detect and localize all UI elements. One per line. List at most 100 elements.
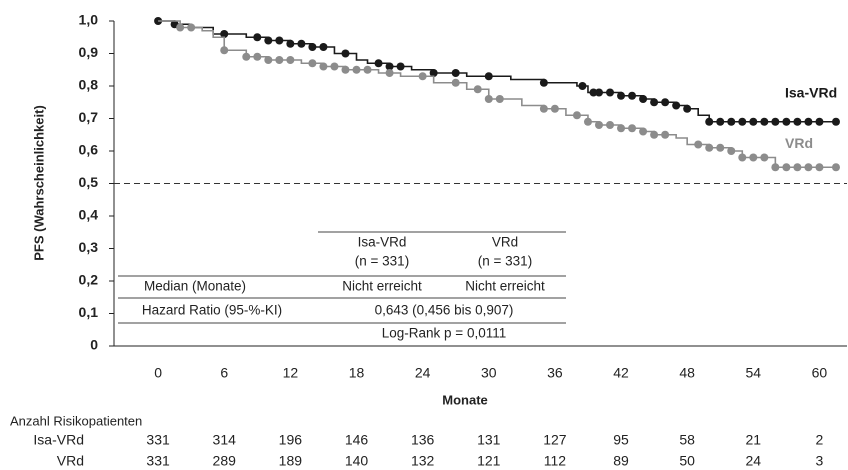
censor-mark [727,147,736,155]
censor-mark [374,59,383,68]
censor-mark [831,117,840,126]
risk-count: 121 [477,453,501,469]
censor-mark [330,62,339,71]
censor-mark [275,56,284,64]
censor-mark [253,33,262,42]
risk-count: 21 [746,432,762,448]
x-tick-label: 60 [812,365,828,381]
censor-mark [495,95,504,103]
censor-mark [716,117,725,126]
risk-count: 140 [345,453,369,469]
censor-mark [396,62,405,71]
censor-mark [286,56,295,64]
censor-mark [639,95,648,103]
censor-mark [484,72,493,81]
table-cell: Log-Rank p = 0,0111 [382,326,506,341]
censor-mark [308,59,317,68]
x-tick-label: 18 [349,365,365,381]
censor-mark [385,62,394,71]
survival-curve [158,20,836,169]
censor-mark [319,62,328,71]
censor-mark [220,30,229,38]
censor-mark [694,140,703,149]
risk-count: 50 [679,453,695,469]
x-axis-title: Monate [442,392,488,407]
risk-count: 131 [477,432,501,448]
x-tick-label: 48 [679,365,695,381]
risk-row-name: Isa-VRd [33,432,84,448]
table-cell: Nicht erreicht [342,279,422,294]
y-tick-label: 0,8 [79,77,99,93]
censor-mark [484,95,493,103]
censor-mark [793,117,802,126]
series-label: Isa-VRd [785,84,837,100]
risk-count: 3 [816,453,824,469]
censor-mark [594,88,603,97]
censor-mark [628,124,637,133]
risk-count: 112 [544,453,567,469]
table-cell: Hazard Ratio (95-%-KI) [142,303,282,318]
stats-table: Isa-VRd (n = 331) VRd (n = 331) Median (… [118,231,566,341]
censor-mark [617,124,626,133]
x-tick-label: 6 [220,365,228,381]
censor-mark [760,153,769,162]
censor-mark [760,117,769,126]
censor-mark [297,39,306,48]
y-tick-label: 0,4 [79,207,99,223]
censor-mark [782,117,791,126]
censor-mark [429,69,438,77]
censor-mark [418,72,427,81]
censor-mark [363,65,372,74]
risk-count: 132 [411,453,435,469]
censor-mark [176,23,185,32]
risk-table-title: Anzahl Risikopatienten [10,413,142,428]
risk-count: 314 [213,432,237,448]
risk-count: 58 [679,432,695,448]
censor-mark [451,78,460,87]
y-tick-label: 0,2 [79,272,99,288]
censor-mark [385,69,394,77]
censor-mark [606,88,615,97]
censor-mark [815,163,824,172]
censor-mark [672,101,681,110]
table-header: VRd [492,235,518,250]
censor-mark [319,43,328,51]
series-label: VRd [785,135,813,151]
censor-mark [815,117,824,126]
censor-mark [275,36,284,45]
table-cell: Nicht erreicht [465,279,545,294]
x-tick-label: 42 [613,365,629,381]
risk-count: 127 [543,432,567,448]
censor-mark [589,88,598,97]
risk-count: 2 [816,432,824,448]
censor-mark [473,85,482,94]
censor-mark [782,163,791,172]
censor-mark [738,117,747,126]
censor-mark [264,56,273,64]
censor-mark [341,49,350,58]
risk-count: 331 [146,453,170,469]
table-header: (n = 331) [355,254,409,269]
y-tick-label: 0,9 [79,44,99,60]
y-tick-label: 0,7 [79,109,99,125]
censor-mark [606,121,615,129]
y-axis-title: PFS (Wahrscheinlichkeit) [31,105,46,261]
table-cell: Median (Monate) [144,279,246,294]
risk-count: 189 [279,453,303,469]
censor-mark [583,117,592,126]
risk-count: 146 [345,432,369,448]
censor-mark [804,117,813,126]
censor-mark [727,117,736,126]
censor-mark [242,52,251,61]
censor-mark [628,91,637,100]
x-tick-label: 0 [154,365,162,381]
censor-mark [749,153,758,162]
y-tick-label: 0,3 [79,239,99,255]
table-header: Isa-VRd [358,235,407,250]
y-tick-label: 0,5 [79,174,99,190]
censor-mark [683,104,692,113]
censor-mark [451,69,460,77]
censor-mark [308,43,317,51]
censor-mark [804,163,813,172]
censor-mark [539,104,548,113]
